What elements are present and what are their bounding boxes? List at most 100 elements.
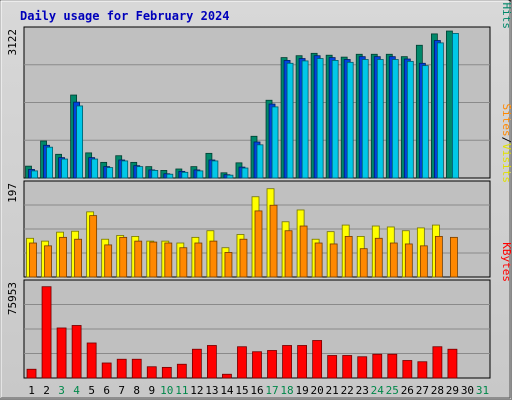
- y-max-label: 197: [6, 183, 19, 203]
- bar: [121, 160, 129, 179]
- legend-entry: /: [500, 0, 512, 3]
- bar: [196, 170, 204, 179]
- x-tick-label: 4: [73, 384, 80, 397]
- legend-entry: KBytes: [500, 242, 512, 282]
- bar: [359, 248, 368, 278]
- bar: [342, 355, 353, 379]
- x-tick-label: 14: [220, 384, 234, 397]
- bar: [361, 59, 369, 179]
- x-tick-label: 11: [175, 384, 188, 397]
- bar: [74, 238, 83, 278]
- x-axis-labels: 1 2 3 4 5 6 7 8 9 10 11 12 13 14 15 16 17 18 19 20 21 22 23 24 2…: [28, 384, 489, 397]
- series-sites: [29, 204, 458, 278]
- bar: [421, 65, 429, 179]
- x-tick-label: 17: [265, 384, 278, 397]
- x-tick-label: 18: [280, 384, 293, 397]
- bar: [149, 241, 158, 278]
- bar: [376, 59, 384, 179]
- y-max-label: 75953: [6, 282, 19, 315]
- bar: [299, 225, 308, 278]
- x-tick-label: 29: [446, 384, 459, 397]
- bar: [41, 286, 52, 379]
- x-tick-label: 25: [386, 384, 399, 397]
- x-tick-label: 19: [295, 384, 308, 397]
- bar: [26, 368, 37, 379]
- bar: [179, 247, 188, 278]
- x-tick-label: 9: [148, 384, 155, 397]
- x-tick-label: 5: [88, 384, 95, 397]
- bar: [119, 236, 128, 278]
- bar: [357, 356, 368, 379]
- bar: [417, 361, 428, 379]
- bar: [331, 60, 339, 179]
- bar: [297, 345, 308, 379]
- bar: [222, 373, 232, 379]
- bar: [452, 33, 459, 179]
- x-tick-label: 23: [356, 384, 369, 397]
- bar: [450, 236, 458, 278]
- bar: [161, 366, 172, 379]
- bar: [146, 366, 157, 379]
- bar: [176, 363, 187, 379]
- bar: [389, 242, 398, 278]
- bar: [314, 242, 323, 278]
- bar: [206, 345, 217, 379]
- bar: [181, 171, 189, 179]
- legend-visits-sites: Sites/Visits: [500, 104, 512, 184]
- bar: [391, 59, 399, 179]
- bar: [447, 348, 458, 379]
- bar: [406, 60, 414, 179]
- bar: [372, 353, 383, 379]
- bar: [271, 106, 279, 179]
- panel-kbytes: 75953 KBytes: [6, 242, 512, 379]
- legend-entry: Visits: [500, 143, 512, 183]
- series-pages: [31, 33, 459, 179]
- x-tick-label: 2: [43, 384, 50, 397]
- legend-hits-files-pages: Pages/Files/Hits: [500, 0, 512, 29]
- bar: [116, 358, 127, 379]
- x-tick-label: 27: [416, 384, 429, 397]
- bar: [419, 245, 428, 278]
- panels-layer: 3122Pages/Files/Hits 197 Sites/Visits 75953…: [6, 0, 512, 379]
- x-tick-label: 1: [28, 384, 35, 397]
- bar: [301, 60, 309, 179]
- chart-title: Daily usage for February 2024: [20, 9, 230, 23]
- bar: [151, 170, 159, 179]
- bar: [241, 167, 249, 179]
- bar: [282, 345, 292, 379]
- x-tick-label: 24: [371, 384, 385, 397]
- bar: [86, 342, 97, 379]
- x-tick-label: 3: [58, 384, 65, 397]
- x-tick-label: 16: [250, 384, 263, 397]
- legend-kbytes: KBytes: [500, 242, 512, 282]
- x-tick-label: 22: [341, 384, 354, 397]
- bar: [194, 242, 203, 278]
- bar: [237, 346, 247, 379]
- bar: [211, 160, 219, 179]
- bar: [191, 348, 202, 379]
- bar: [432, 346, 443, 379]
- x-tick-label: 26: [401, 384, 414, 397]
- bar: [209, 240, 218, 278]
- x-tick-label: 21: [326, 384, 339, 397]
- panel-hits-files-pages: 3122 Pages/Files/Hits: [6, 0, 512, 179]
- x-tick-label: 10: [160, 384, 173, 397]
- bar: [224, 252, 233, 278]
- bar: [164, 242, 173, 278]
- bar: [56, 327, 67, 379]
- bar: [404, 243, 413, 278]
- bar: [284, 230, 293, 278]
- bar: [59, 236, 67, 278]
- bar: [387, 353, 398, 379]
- x-tick-label: 12: [190, 384, 203, 397]
- x-tick-label: 13: [205, 384, 218, 397]
- bar: [256, 144, 264, 179]
- bar: [134, 240, 143, 278]
- bar: [106, 167, 114, 179]
- x-tick-label: 6: [103, 384, 110, 397]
- bar: [61, 158, 68, 179]
- bar: [46, 146, 53, 179]
- x-tick-label: 20: [311, 384, 324, 397]
- bar: [434, 235, 443, 278]
